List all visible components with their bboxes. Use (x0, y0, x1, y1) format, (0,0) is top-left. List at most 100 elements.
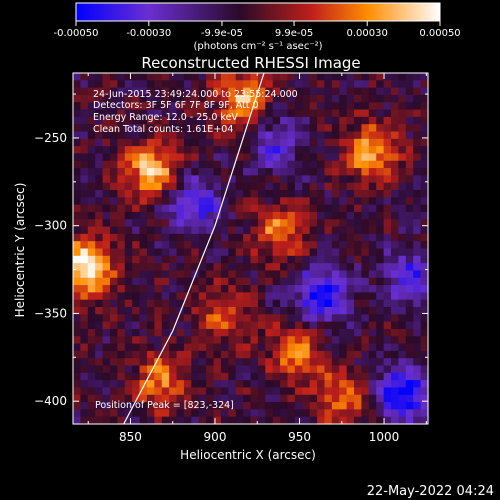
heatmap-cell (117, 131, 126, 140)
heatmap-cell (317, 226, 326, 235)
heatmap-cell (339, 146, 348, 155)
heatmap-cell (102, 109, 111, 118)
heatmap-cell (413, 197, 422, 206)
heatmap-cell (95, 255, 104, 264)
heatmap-cell (272, 138, 281, 147)
heatmap-cell (257, 146, 266, 155)
colorbar-tick-label: -0.00030 (126, 28, 171, 39)
heatmap-cell (376, 204, 385, 213)
heatmap-cell (272, 402, 281, 410)
heatmap-cell (198, 190, 207, 198)
heatmap-cell (309, 146, 318, 155)
heatmap-cell (280, 226, 289, 235)
heatmap-cell (309, 233, 318, 242)
heatmap-cell (220, 131, 229, 140)
heatmap-cell (250, 94, 259, 103)
heatmap-cell (376, 80, 385, 89)
heatmap-cell (265, 190, 274, 198)
heatmap-cell (161, 402, 170, 410)
heatmap-cell (339, 277, 348, 286)
heatmap-cell (309, 241, 318, 250)
heatmap-cell (154, 314, 163, 323)
heatmap-cell (176, 248, 185, 257)
heatmap-cell (73, 182, 81, 191)
heatmap-cell (161, 358, 170, 367)
heatmap-cell (383, 131, 392, 140)
heatmap-cell (243, 307, 252, 315)
heatmap-cell (339, 285, 348, 293)
heatmap-cell (161, 182, 170, 191)
heatmap-cell (376, 270, 385, 279)
heatmap-cell (169, 380, 178, 389)
heatmap-cell (398, 270, 407, 279)
heatmap-cell (80, 197, 89, 206)
heatmap-cell (405, 124, 414, 133)
heatmap-cell (80, 138, 89, 147)
heatmap-cell (73, 73, 81, 81)
heatmap-cell (354, 197, 363, 206)
heatmap-cell (109, 307, 118, 315)
info-line-2: Detectors: 3F 5F 6F 7F 8F 9F, Att 0 (93, 100, 259, 111)
heatmap-cell (391, 160, 400, 169)
heatmap-cell (272, 175, 281, 184)
heatmap-cell (191, 299, 200, 308)
heatmap-cell (413, 190, 422, 198)
heatmap-cell (398, 372, 407, 381)
heatmap-cell (198, 80, 207, 89)
heatmap-cell (272, 182, 281, 191)
heatmap-cell (228, 402, 237, 410)
heatmap-cell (139, 241, 148, 250)
heatmap-cell (161, 292, 170, 301)
heatmap-cell (243, 409, 252, 418)
heatmap-cell (398, 153, 407, 162)
heatmap-cell (272, 73, 281, 81)
heatmap-cell (398, 197, 407, 206)
heatmap-cell (257, 277, 266, 286)
heatmap-cell (280, 299, 289, 308)
heatmap-cell (102, 233, 111, 242)
heatmap-cell (391, 285, 400, 293)
heatmap-cell (420, 394, 429, 403)
heatmap-cell (383, 358, 392, 367)
heatmap-cell (183, 175, 192, 184)
heatmap-cell (206, 175, 215, 184)
heatmap-cell (87, 365, 96, 374)
heatmap-cell (117, 365, 126, 374)
heatmap-cell (405, 219, 414, 228)
heatmap-cell (146, 87, 155, 96)
heatmap-cell (132, 307, 141, 315)
heatmap-cell (265, 153, 274, 162)
heatmap-cell (317, 285, 326, 293)
heatmap-cell (398, 409, 407, 418)
heatmap-cell (346, 241, 355, 250)
heatmap-cell (243, 255, 252, 264)
heatmap-cell (213, 387, 222, 396)
heatmap-cell (102, 394, 111, 403)
heatmap-cell (73, 321, 81, 330)
heatmap-cell (376, 328, 385, 337)
heatmap-cell (243, 211, 252, 220)
heatmap-cell (109, 197, 118, 206)
heatmap-cell (317, 402, 326, 410)
heatmap-cell (213, 175, 222, 184)
info-line-3: Energy Range: 12.0 - 25.0 keV (93, 112, 238, 123)
heatmap-cell (368, 358, 377, 367)
heatmap-cell (294, 109, 303, 118)
heatmap-cell (169, 160, 178, 169)
heatmap-cell (154, 365, 163, 374)
heatmap-cell (176, 255, 185, 264)
heatmap-cell (102, 350, 111, 359)
heatmap-cell (339, 80, 348, 89)
heatmap-cell (95, 160, 104, 169)
heatmap-cell (280, 255, 289, 264)
heatmap-cell (302, 190, 311, 198)
heatmap-cell (161, 285, 170, 293)
heatmap-cell (235, 73, 244, 81)
heatmap-cell (169, 409, 178, 418)
heatmap-cell (309, 292, 318, 301)
heatmap-cell (95, 380, 104, 389)
heatmap-cell (102, 190, 111, 198)
heatmap-cell (117, 124, 126, 133)
heatmap-cell (191, 94, 200, 103)
heatmap-cell (124, 336, 133, 345)
